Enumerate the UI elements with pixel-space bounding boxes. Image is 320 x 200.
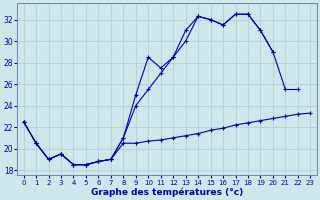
X-axis label: Graphe des températures (°c): Graphe des températures (°c) xyxy=(91,187,243,197)
